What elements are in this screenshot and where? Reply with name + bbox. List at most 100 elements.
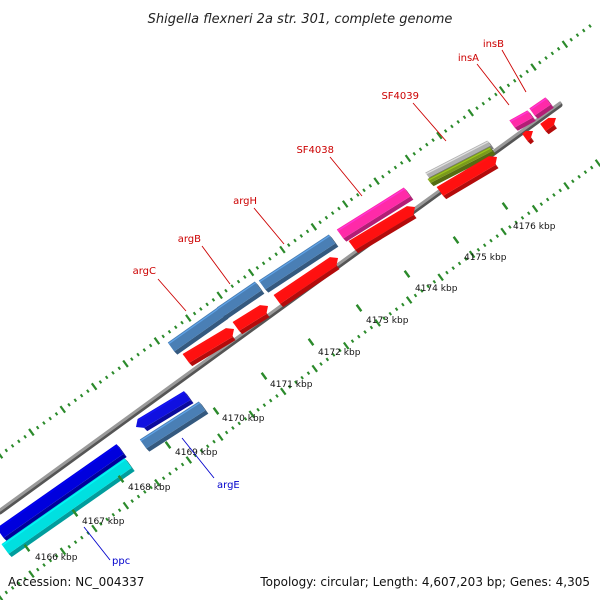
ppc-reverse-shadow-block (1, 458, 135, 558)
upper-tick-mark (450, 124, 454, 129)
lower-tick-mark (130, 499, 134, 503)
upper-tick-mark (173, 325, 178, 330)
argc-red-block (182, 328, 236, 367)
scale-label: 4176 kbp (513, 222, 556, 232)
gene-label-argb: argB (178, 234, 201, 245)
gene-label-insb: insB (483, 39, 504, 50)
callout-line-insb (501, 49, 527, 93)
lower-tick-mark (388, 311, 393, 316)
arge-reverse-steel-block (139, 401, 209, 452)
lower-tick-mark (545, 197, 550, 202)
upper-tick-mark (98, 380, 103, 384)
lower-tick-mark (287, 384, 292, 389)
lower-tick-mark (583, 170, 588, 175)
upper-tick-mark (487, 97, 492, 101)
lower-tick-mark (374, 319, 381, 327)
lower-tick-mark (268, 398, 273, 403)
gene-callouts: ppc argE argC argB argH SF4038 SF4039 insA insB (83, 39, 527, 567)
insb-red-block (540, 117, 557, 135)
upper-tick-mark (299, 234, 304, 238)
lower-tick-mark (205, 444, 210, 449)
upper-tick-mark (42, 421, 46, 425)
lower-tick-mark (457, 261, 462, 266)
lower-tick-mark (154, 478, 161, 487)
lower-tick-mark (36, 567, 40, 572)
argb-red-block (232, 305, 270, 335)
lower-tick-mark (489, 238, 493, 243)
scale-major-tick (501, 202, 509, 210)
scale-major-tick (212, 407, 220, 415)
lower-tick-mark (464, 257, 468, 261)
callout-line-ppc (83, 526, 111, 561)
sf4039-forward-block-bottom (427, 146, 496, 187)
upper-tick-mark (381, 174, 385, 179)
upper-tick-mark (286, 243, 291, 247)
lower-tick-mark (319, 362, 323, 366)
gene-label-ppc: ppc (112, 556, 130, 567)
upper-tick-mark (412, 151, 417, 156)
lower-tick-mark (174, 467, 179, 471)
lower-tick-mark (17, 581, 21, 586)
arge-reverse-block (136, 391, 194, 432)
lower-tick-mark (539, 202, 544, 206)
scale-label: 4168 kbp (128, 483, 171, 493)
upper-tick-mark (59, 405, 67, 414)
upper-tick-mark (180, 320, 184, 325)
upper-tick-mark (588, 24, 592, 28)
upper-tick-mark (575, 33, 580, 38)
upper-tick-mark (167, 329, 172, 334)
lower-tick-mark (531, 204, 539, 213)
upper-tick-mark (54, 412, 59, 416)
lower-tick-mark (248, 410, 256, 419)
insb-forward-block (529, 97, 554, 119)
lower-tick-mark (437, 273, 444, 282)
upper-tick-mark (67, 402, 71, 407)
lower-tick-mark (325, 357, 330, 362)
upper-tick-mark (243, 275, 247, 279)
upper-tick-mark (261, 261, 266, 266)
upper-tick-mark (330, 211, 335, 215)
callout-line-argh (253, 207, 285, 245)
upper-tick-mark (86, 389, 90, 393)
lower-tick-mark (161, 476, 166, 481)
lower-tick-mark (122, 501, 130, 510)
lower-tick-mark (300, 375, 304, 380)
lower-tick-mark (80, 535, 84, 540)
scale-major-tick (307, 338, 315, 346)
lower-tick-mark (589, 165, 594, 170)
lower-tick-mark (432, 279, 437, 284)
gene-features (0, 97, 557, 558)
lower-tick-mark (563, 181, 570, 190)
lower-tick-mark (243, 416, 248, 421)
upper-tick-mark (23, 434, 27, 439)
lower-tick-mark (350, 339, 355, 344)
lower-tick-mark (476, 247, 481, 252)
tick-marks (0, 24, 600, 600)
scale-label: 4171 kbp (270, 380, 313, 390)
scale-major-tick (403, 270, 411, 278)
lower-tick-mark (311, 364, 318, 373)
upper-tick-mark (399, 161, 404, 165)
upper-tick-mark (498, 86, 506, 94)
lower-tick-mark (558, 188, 562, 193)
lower-tick-mark (0, 595, 4, 600)
lower-tick-mark (357, 334, 361, 339)
lower-tick-mark (306, 371, 311, 376)
upper-tick-mark (318, 220, 322, 225)
callout-line-argc (157, 278, 187, 312)
gene-label-arge: argE (217, 480, 240, 491)
lower-tick-mark (143, 490, 147, 494)
upper-tick-mark (561, 40, 569, 49)
lower-tick-mark (4, 590, 9, 595)
lower-tick-mark (342, 341, 350, 350)
map-title: Shigella flexneri 2a str. 301, complete … (148, 12, 453, 27)
insa-forward-block (509, 110, 536, 131)
lower-tick-mark (514, 220, 518, 225)
lower-tick-mark (217, 433, 224, 441)
lower-tick-mark (224, 430, 229, 435)
upper-tick-mark (142, 348, 147, 352)
lower-tick-mark (275, 394, 279, 398)
lower-tick-mark (594, 159, 600, 167)
upper-tick-mark (153, 337, 161, 345)
gene-label-argc: argC (133, 266, 156, 277)
